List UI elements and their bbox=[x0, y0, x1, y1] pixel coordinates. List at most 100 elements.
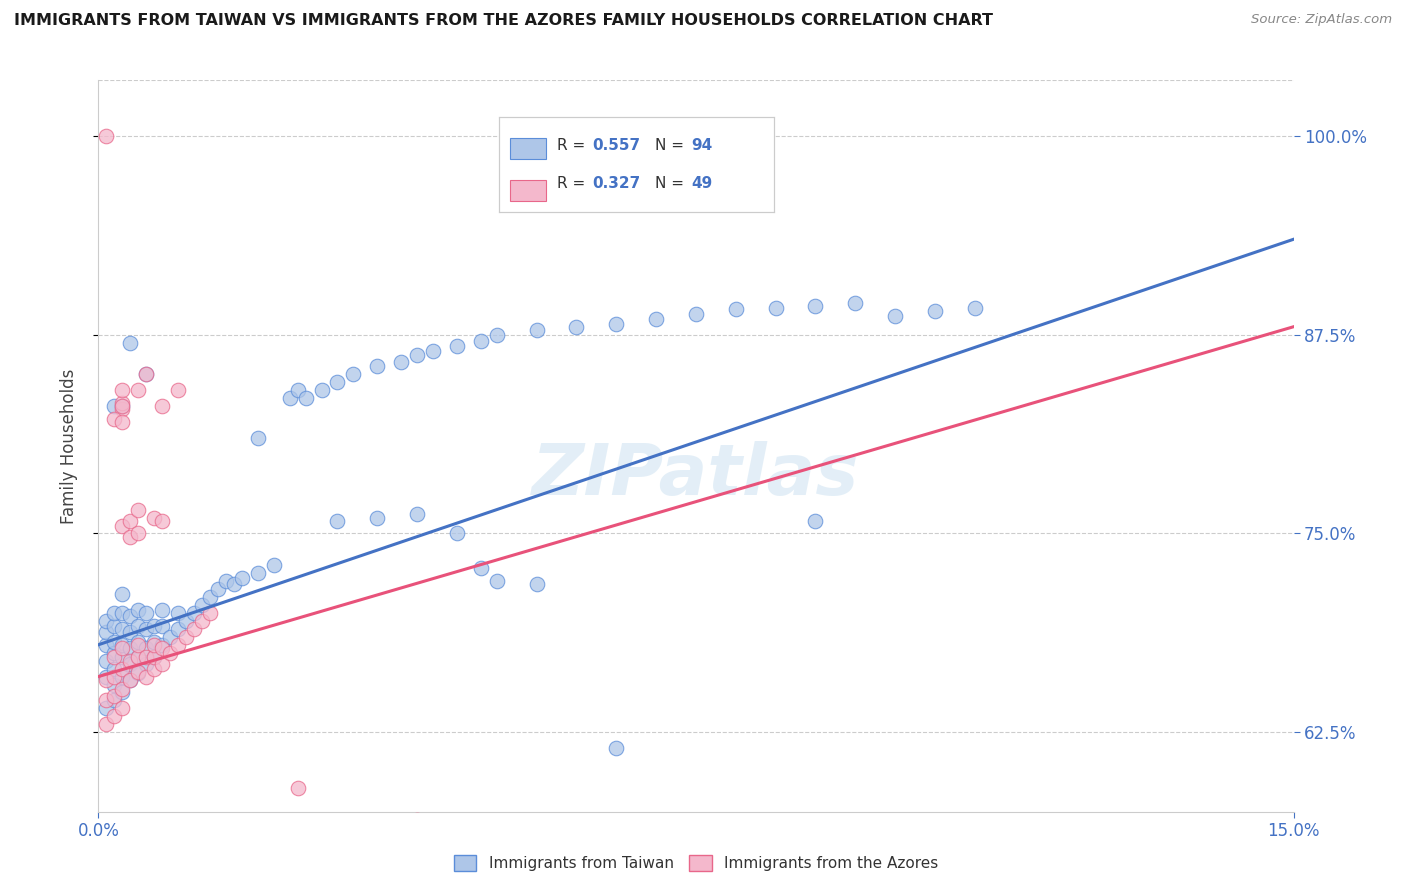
Point bbox=[103, 662, 125, 676]
Point bbox=[127, 618, 149, 632]
Point bbox=[103, 412, 125, 426]
Point bbox=[127, 638, 149, 652]
Point bbox=[326, 514, 349, 528]
Point bbox=[924, 303, 946, 318]
Point bbox=[103, 634, 125, 648]
Point bbox=[246, 431, 269, 445]
Point bbox=[389, 355, 412, 369]
Point bbox=[135, 640, 157, 655]
Point bbox=[605, 317, 627, 331]
Point bbox=[406, 813, 429, 827]
Text: 94: 94 bbox=[692, 138, 713, 153]
Point bbox=[120, 673, 142, 687]
Point bbox=[645, 311, 668, 326]
Point bbox=[150, 640, 173, 655]
Point bbox=[103, 650, 125, 665]
Bar bbox=[510, 138, 546, 159]
Point bbox=[120, 609, 142, 624]
Point bbox=[605, 741, 627, 756]
Point bbox=[111, 384, 134, 398]
Point bbox=[198, 606, 221, 620]
Point bbox=[96, 625, 118, 640]
Point bbox=[143, 650, 166, 665]
Point bbox=[103, 669, 125, 683]
Text: R =: R = bbox=[557, 176, 589, 191]
Point bbox=[287, 384, 309, 398]
Point bbox=[96, 717, 118, 731]
Point bbox=[111, 415, 134, 429]
Point bbox=[111, 685, 134, 699]
Point bbox=[111, 662, 134, 676]
Point bbox=[120, 673, 142, 687]
Point bbox=[135, 606, 157, 620]
Text: 49: 49 bbox=[692, 176, 713, 191]
Point bbox=[207, 582, 229, 596]
Point bbox=[127, 650, 149, 665]
Point bbox=[111, 518, 134, 533]
Point bbox=[120, 657, 142, 671]
Point bbox=[96, 654, 118, 668]
Point bbox=[222, 577, 245, 591]
Point bbox=[135, 657, 157, 671]
Point bbox=[183, 622, 205, 636]
Point bbox=[127, 526, 149, 541]
Point bbox=[174, 614, 197, 628]
Point bbox=[174, 630, 197, 644]
Point bbox=[96, 638, 118, 652]
Point bbox=[231, 571, 253, 585]
Point bbox=[103, 399, 125, 413]
Point bbox=[120, 654, 142, 668]
Point bbox=[342, 368, 364, 382]
Point bbox=[143, 510, 166, 524]
Point bbox=[120, 625, 142, 640]
Point bbox=[278, 392, 301, 406]
Point bbox=[446, 339, 468, 353]
Point bbox=[422, 343, 444, 358]
Point bbox=[150, 399, 173, 413]
Bar bbox=[510, 180, 546, 201]
Point bbox=[143, 638, 166, 652]
Text: R =: R = bbox=[557, 138, 589, 153]
Point bbox=[191, 614, 214, 628]
Point bbox=[366, 359, 388, 374]
Point bbox=[111, 669, 134, 683]
Point bbox=[159, 630, 181, 644]
Point bbox=[96, 693, 118, 707]
Point bbox=[724, 302, 747, 317]
Point bbox=[127, 665, 149, 679]
Point bbox=[143, 662, 166, 676]
Point bbox=[111, 606, 134, 620]
Point bbox=[485, 574, 508, 589]
Text: N =: N = bbox=[655, 176, 689, 191]
Point bbox=[127, 603, 149, 617]
Point bbox=[96, 614, 118, 628]
Point bbox=[287, 780, 309, 795]
Point bbox=[183, 606, 205, 620]
Legend: Immigrants from Taiwan, Immigrants from the Azores: Immigrants from Taiwan, Immigrants from … bbox=[447, 849, 945, 877]
Point bbox=[963, 301, 986, 315]
Point bbox=[326, 376, 349, 390]
Point bbox=[135, 368, 157, 382]
Point bbox=[111, 396, 134, 410]
Point bbox=[96, 128, 118, 143]
Text: N =: N = bbox=[655, 138, 689, 153]
Y-axis label: Family Households: Family Households bbox=[59, 368, 77, 524]
Point bbox=[111, 650, 134, 665]
Point bbox=[167, 384, 190, 398]
Point bbox=[103, 677, 125, 691]
Point bbox=[167, 622, 190, 636]
Point bbox=[135, 622, 157, 636]
Point bbox=[111, 638, 134, 652]
Point bbox=[485, 327, 508, 342]
Point bbox=[150, 618, 173, 632]
Point bbox=[526, 323, 548, 337]
Text: Source: ZipAtlas.com: Source: ZipAtlas.com bbox=[1251, 13, 1392, 27]
Point bbox=[111, 701, 134, 715]
Point bbox=[111, 587, 134, 601]
Point bbox=[167, 638, 190, 652]
Point bbox=[103, 646, 125, 660]
Point bbox=[111, 402, 134, 417]
Point bbox=[685, 307, 707, 321]
Point bbox=[366, 510, 388, 524]
Text: IMMIGRANTS FROM TAIWAN VS IMMIGRANTS FROM THE AZORES FAMILY HOUSEHOLDS CORRELATI: IMMIGRANTS FROM TAIWAN VS IMMIGRANTS FRO… bbox=[14, 13, 993, 29]
